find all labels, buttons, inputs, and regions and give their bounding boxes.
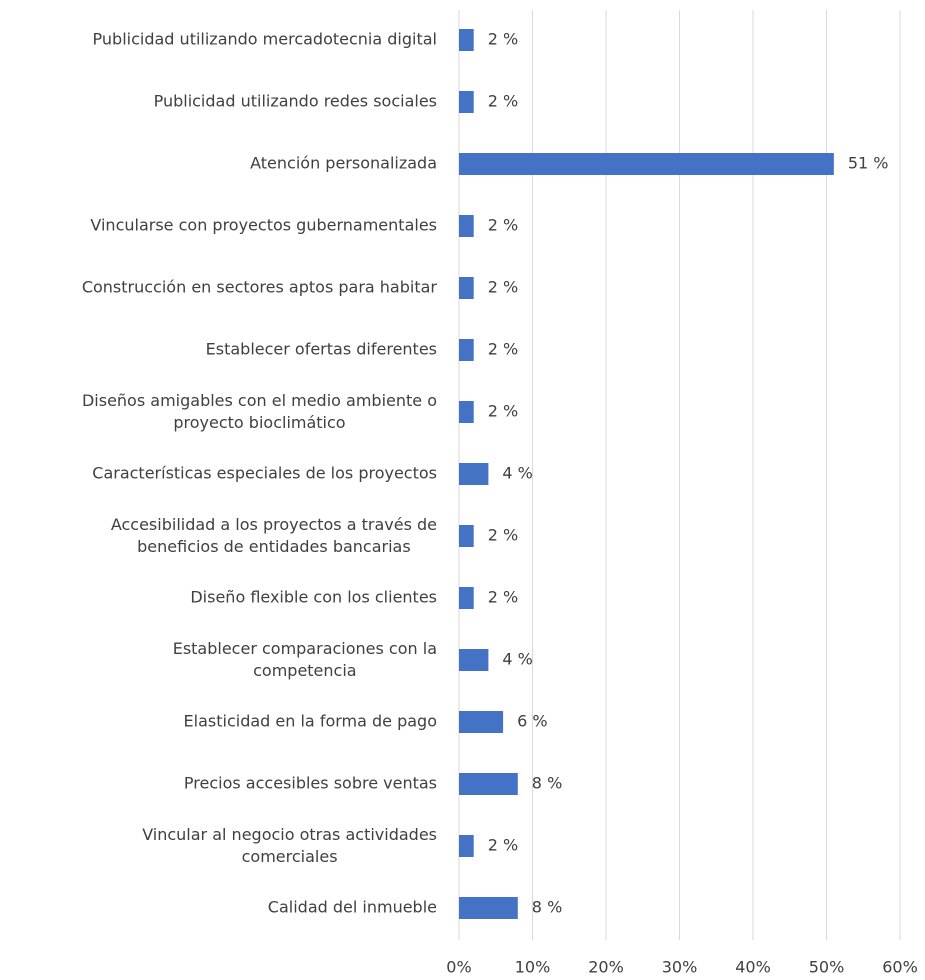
data-label: 8 % [532,774,562,793]
y-tick-label: Diseño flexible con los clientes [190,588,437,607]
bar [459,587,474,609]
y-tick-label: Vincular al negocio otras actividades com… [142,825,437,866]
y-tick-label: Precios accesibles sobre ventas [184,774,437,793]
data-label: 2 % [488,836,518,855]
y-tick-label: Características especiales de los proyec… [92,464,437,483]
data-label: 2 % [488,340,518,359]
bar [459,401,474,423]
y-tick-label: Publicidad utilizando mercadotecnia digi… [93,30,437,49]
bar [459,897,518,919]
bar [459,91,474,113]
x-tick-label: 60% [882,958,918,977]
data-label: 2 % [488,402,518,421]
data-label: 2 % [488,526,518,545]
bar [459,773,518,795]
data-label: 2 % [488,30,518,49]
bar [459,153,834,175]
y-tick-label: Accesibilidad a los proyectos a través d… [111,515,437,556]
y-tick-label: Elasticidad en la forma de pago [184,712,437,731]
data-label: 2 % [488,588,518,607]
y-tick-label: Establecer comparaciones con la competenc… [173,639,437,680]
x-tick-label: 20% [588,958,624,977]
y-tick-label: Construcción en sectores aptos para habi… [82,278,438,297]
y-tick-label: Establecer ofertas diferentes [206,340,437,359]
bar [459,525,474,547]
x-tick-label: 40% [735,958,771,977]
y-tick-label: Vincularse con proyectos gubernamentales [90,216,437,235]
x-tick-label: 30% [662,958,698,977]
bar [459,339,474,361]
bar [459,711,504,733]
x-tick-label: 10% [515,958,551,977]
bar [459,835,474,857]
data-label: 8 % [532,898,562,917]
y-tick-label: Publicidad utilizando redes sociales [154,92,437,111]
data-label: 4 % [502,464,532,483]
x-tick-label: 0% [446,958,471,977]
y-tick-label: Diseños amigables con el medio ambiente … [82,391,437,432]
bar [459,29,474,51]
bar [459,463,489,485]
data-label: 2 % [488,278,518,297]
y-tick-label: Calidad del inmueble [268,898,437,917]
x-tick-label: 50% [809,958,845,977]
data-label: 4 % [502,650,532,669]
data-label: 2 % [488,92,518,111]
data-label: 6 % [517,712,547,731]
bar [459,277,474,299]
bar [459,215,474,237]
bar [459,649,489,671]
data-label: 2 % [488,216,518,235]
y-tick-label: Atención personalizada [250,154,437,173]
data-label: 51 % [848,154,889,173]
